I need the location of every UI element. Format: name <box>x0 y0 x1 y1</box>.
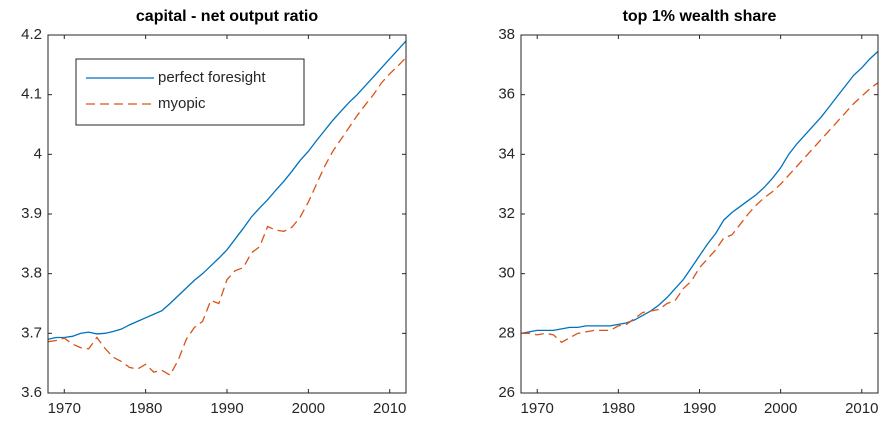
y-tick-label: 26 <box>498 384 515 401</box>
series-line <box>521 82 879 344</box>
x-tick-label: 1980 <box>129 400 162 417</box>
y-tick-label: 3.6 <box>21 384 42 401</box>
y-tick-label: 3.8 <box>21 265 42 282</box>
x-tick-label: 2000 <box>292 400 325 417</box>
legend-label: myopic <box>158 95 206 112</box>
chart-title: capital - net output ratio <box>136 8 318 25</box>
plot-area <box>521 35 878 393</box>
series-line <box>47 40 407 340</box>
x-tick-label: 1990 <box>210 400 243 417</box>
series-line <box>47 57 407 376</box>
x-tick-label: 2010 <box>373 400 406 417</box>
y-tick-label: 4 <box>34 145 42 162</box>
y-tick-label: 3.7 <box>21 324 42 341</box>
y-tick-label: 30 <box>498 265 515 282</box>
x-tick-label: 1980 <box>602 400 635 417</box>
legend-box <box>75 58 305 126</box>
y-tick-label: 32 <box>498 205 515 222</box>
legend-label: perfect foresight <box>158 69 266 86</box>
x-tick-label: 1990 <box>683 400 716 417</box>
y-tick-label: 34 <box>498 145 515 162</box>
y-tick-label: 4.2 <box>21 26 42 43</box>
axes-box <box>520 34 879 394</box>
y-tick-label: 28 <box>498 324 515 341</box>
y-tick-label: 3.9 <box>21 205 42 222</box>
x-tick-label: 2010 <box>845 400 878 417</box>
x-tick-label: 2000 <box>764 400 797 417</box>
series-line <box>520 50 879 334</box>
chart-title: top 1% wealth share <box>623 8 777 25</box>
y-tick-label: 38 <box>498 26 515 43</box>
y-tick-label: 4.1 <box>21 86 42 103</box>
y-tick-label: 36 <box>498 86 515 103</box>
x-tick-label: 1970 <box>48 400 81 417</box>
axes-box <box>47 34 407 394</box>
x-tick-label: 1970 <box>521 400 554 417</box>
